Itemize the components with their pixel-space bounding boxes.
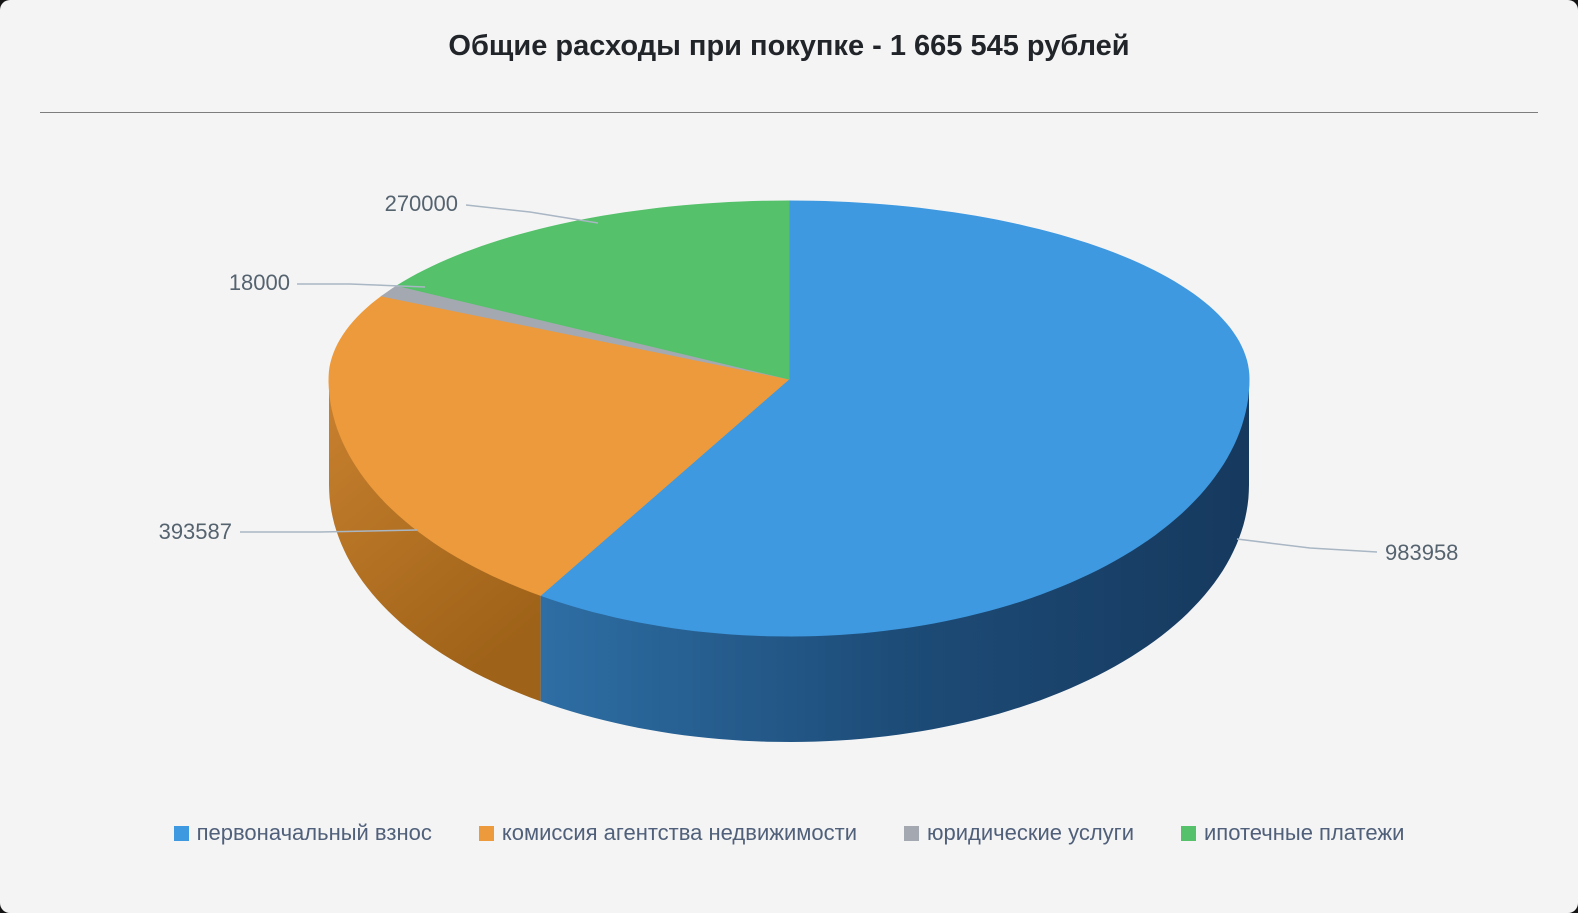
legend-item-label: ипотечные платежи	[1204, 820, 1405, 845]
pie-slice-0[interactable]	[539, 200, 1250, 637]
label-leader-line	[1236, 538, 1378, 553]
chart-legend: первоначальный взнос комиссия агентства …	[0, 820, 1578, 846]
pie-side-faces	[329, 379, 1249, 742]
pie-slice-1[interactable]	[328, 295, 791, 596]
pie-top-faces	[328, 200, 1250, 637]
label-leader-line	[465, 204, 599, 224]
legend-swatch-icon	[173, 825, 189, 841]
label-leader-line	[297, 283, 426, 288]
slice-value-label: 270000	[385, 191, 458, 216]
pie-slice-side-1	[329, 379, 541, 702]
chart-title: Общие расходы при покупке - 1 665 545 ру…	[448, 30, 1130, 62]
legend-swatch-icon	[1181, 825, 1196, 841]
legend-item-agency-commission[interactable]: комиссия агентства недвижимости	[478, 820, 857, 846]
pie-slice-3[interactable]	[396, 200, 790, 380]
slice-value-label: 18000	[229, 270, 290, 295]
slice-value-label: 983958	[1385, 540, 1458, 565]
legend-item-down-payment[interactable]: первоначальный взнос	[173, 820, 432, 846]
pie-slice-side-0	[540, 379, 1249, 742]
legend-item-label: комиссия агентства недвижимости	[501, 820, 857, 845]
label-leader-line	[240, 529, 418, 533]
legend-item-label: первоначальный взнос	[196, 820, 432, 845]
divider-line	[40, 112, 1538, 113]
legend-item-mortgage-payments[interactable]: ипотечные платежи	[1181, 820, 1404, 846]
legend-swatch-icon	[903, 825, 919, 841]
pie-data-labels: 983958 393587 18000 270000	[159, 191, 1459, 565]
slice-value-label: 393587	[159, 519, 232, 544]
legend-item-legal-services[interactable]: юридические услуги	[903, 820, 1134, 846]
legend-item-label: юридические услуги	[926, 820, 1134, 845]
legend-swatch-icon	[478, 825, 494, 841]
